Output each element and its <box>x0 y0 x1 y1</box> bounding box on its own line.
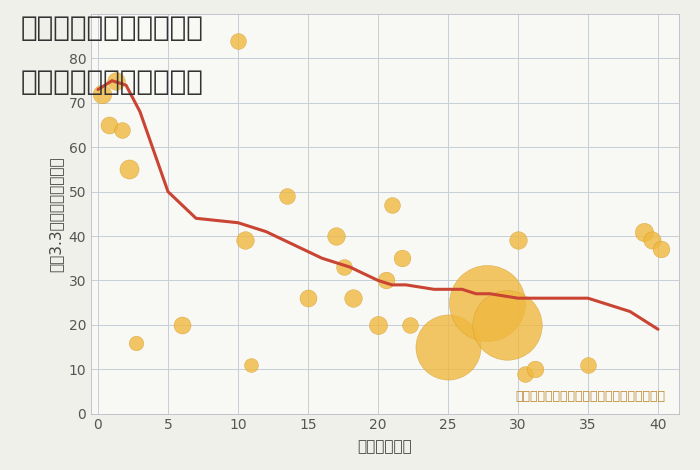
Point <box>442 343 454 351</box>
Point <box>655 246 666 253</box>
Point <box>281 192 293 200</box>
Point <box>111 77 122 85</box>
Point <box>97 90 108 98</box>
Point <box>347 294 358 302</box>
Point <box>519 370 531 377</box>
Point <box>176 321 188 329</box>
X-axis label: 築年数（年）: 築年数（年） <box>358 439 412 454</box>
Point <box>501 321 512 329</box>
Text: 三重県津市白山町垣内の: 三重県津市白山町垣内の <box>21 14 204 42</box>
Point <box>239 237 251 244</box>
Point <box>302 294 314 302</box>
Point <box>339 263 350 271</box>
Point <box>386 201 398 209</box>
Text: 築年数別中古戸建て価格: 築年数別中古戸建て価格 <box>21 68 204 96</box>
Point <box>123 166 134 173</box>
Point <box>372 321 384 329</box>
Point <box>482 299 493 306</box>
Point <box>330 232 342 240</box>
Point <box>647 237 658 244</box>
Point <box>130 339 141 346</box>
Point <box>381 277 392 284</box>
Point <box>529 366 540 373</box>
Point <box>116 126 127 133</box>
Point <box>405 321 416 329</box>
Y-axis label: 坪（3.3㎡）単価（万円）: 坪（3.3㎡）単価（万円） <box>48 156 63 272</box>
Point <box>245 361 256 368</box>
Text: 円の大きさは、取引のあった物件面積を示す: 円の大きさは、取引のあった物件面積を示す <box>515 390 665 402</box>
Point <box>512 237 524 244</box>
Point <box>104 121 115 129</box>
Point <box>396 254 407 262</box>
Point <box>638 228 650 235</box>
Point <box>582 361 594 368</box>
Point <box>232 37 244 45</box>
